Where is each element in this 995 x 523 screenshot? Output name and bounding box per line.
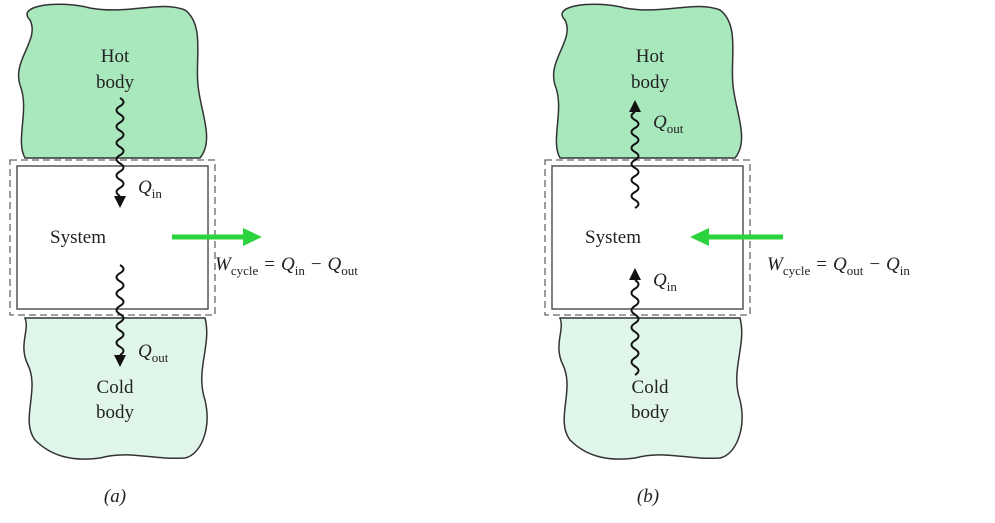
subscript: out xyxy=(847,263,864,278)
symbol: Q xyxy=(833,254,847,275)
cold-label: body xyxy=(96,402,135,423)
operator: − xyxy=(311,254,322,275)
work-equation: Wcycle=Qout−Qin xyxy=(767,254,910,278)
caption: (b) xyxy=(637,486,659,507)
system-label: System xyxy=(50,227,106,248)
symbol: Q xyxy=(328,254,342,275)
symbol: Q xyxy=(138,341,152,362)
subscript: cycle xyxy=(783,263,811,278)
hot-label: body xyxy=(631,72,670,93)
diagram: HotbodyColdbodySystemQinQoutWcycle=Qin−Q… xyxy=(0,0,995,523)
symbol: Q xyxy=(653,112,667,133)
operator: = xyxy=(816,254,827,275)
panel: HotbodyColdbodySystemQinQoutWcycle=Qin−Q… xyxy=(10,4,358,507)
symbol: Q xyxy=(281,254,295,275)
cold-label: Cold xyxy=(97,377,134,398)
subscript: out xyxy=(341,263,358,278)
subscript: in xyxy=(667,279,678,294)
subscript: out xyxy=(667,121,684,136)
symbol: Q xyxy=(138,177,152,198)
subscript: in xyxy=(295,263,306,278)
system-label: System xyxy=(585,227,641,248)
subscript: in xyxy=(900,263,911,278)
cold-label: Cold xyxy=(632,377,669,398)
hot-label: Hot xyxy=(101,46,130,67)
operator: − xyxy=(869,254,880,275)
symbol: Q xyxy=(653,270,667,291)
symbol: Q xyxy=(886,254,900,275)
subscript: out xyxy=(152,350,169,365)
hot-label: Hot xyxy=(636,46,665,67)
panel: HotbodyColdbodySystemQoutQinWcycle=Qout−… xyxy=(545,4,910,507)
operator: = xyxy=(264,254,275,275)
subscript: in xyxy=(152,186,163,201)
cold-label: body xyxy=(631,402,670,423)
work-equation: Wcycle=Qin−Qout xyxy=(215,254,358,278)
hot-label: body xyxy=(96,72,135,93)
subscript: cycle xyxy=(231,263,259,278)
caption: (a) xyxy=(104,486,126,507)
page: {"panels":[ {"caption":"(a)","hot_body":… xyxy=(0,0,995,523)
work-arrowhead xyxy=(243,228,262,246)
